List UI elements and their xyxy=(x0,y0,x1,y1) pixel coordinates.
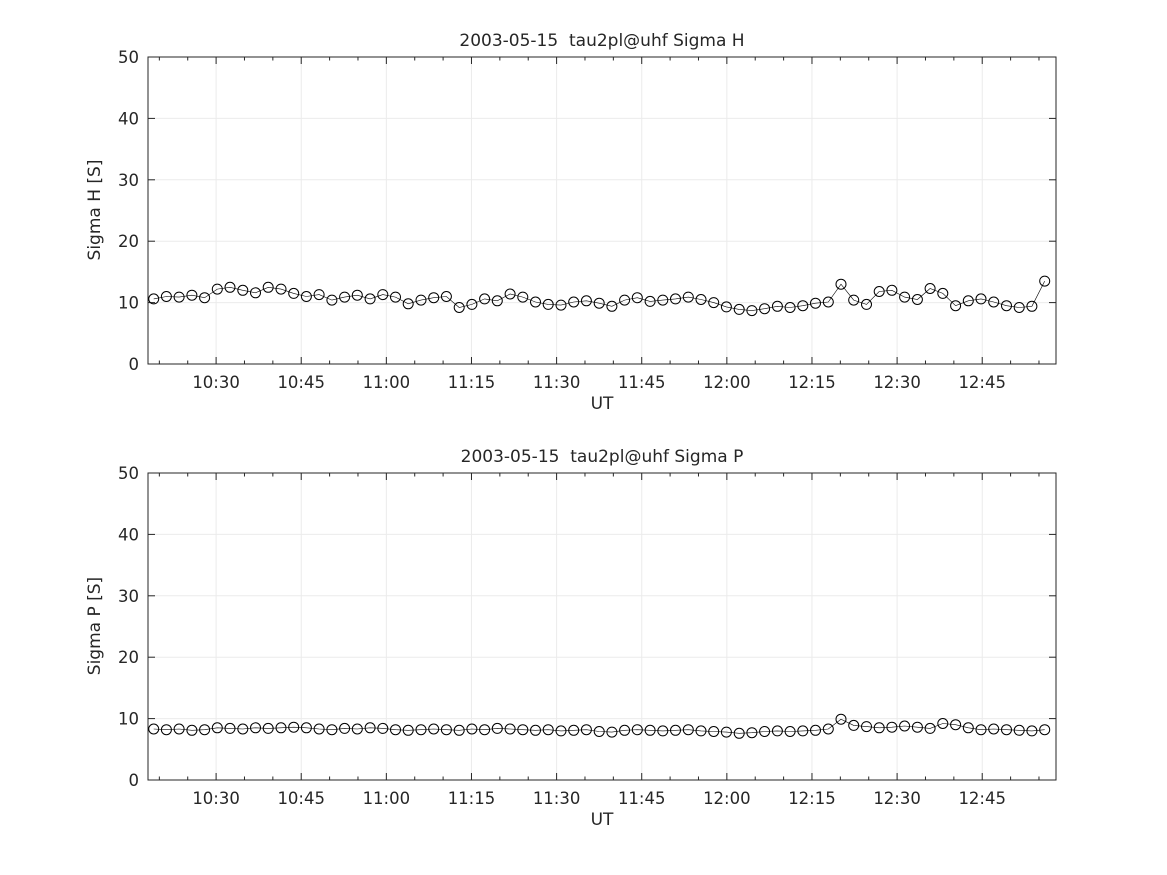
sigma-h-plot-data-markers xyxy=(148,275,1051,317)
sigma-h-plot-ticks xyxy=(148,56,1056,365)
sigma-p-xlabel: UT xyxy=(590,810,614,830)
svg-text:11:45: 11:45 xyxy=(618,789,666,808)
svg-text:12:15: 12:15 xyxy=(788,789,836,808)
svg-text:12:45: 12:45 xyxy=(958,789,1006,808)
svg-text:11:45: 11:45 xyxy=(618,373,666,392)
svg-text:10:45: 10:45 xyxy=(277,373,325,392)
svg-text:50: 50 xyxy=(118,48,139,67)
sigma-h-plot-tick-labels: 10:30 10:45 11:00 11:15 11:30 11:45 12:00 12:15… xyxy=(118,48,1006,392)
svg-text:11:15: 11:15 xyxy=(448,373,496,392)
sigma-p-plot-data-line xyxy=(153,718,1045,734)
svg-text:0: 0 xyxy=(129,771,140,790)
svg-text:50: 50 xyxy=(118,464,139,483)
svg-text:10:30: 10:30 xyxy=(192,789,240,808)
svg-text:20: 20 xyxy=(118,648,139,667)
sigma-h-xlabel: UT xyxy=(590,394,614,414)
svg-text:11:30: 11:30 xyxy=(533,789,581,808)
svg-text:12:15: 12:15 xyxy=(788,373,836,392)
sigma-p-plot: 10:30 10:45 11:00 11:15 11:30 11:45 12:00 12:15… xyxy=(118,464,1057,808)
svg-text:12:45: 12:45 xyxy=(958,373,1006,392)
svg-text:10: 10 xyxy=(118,294,139,313)
svg-text:0: 0 xyxy=(129,355,140,374)
sigma-p-plot-grid xyxy=(148,473,1056,780)
svg-text:30: 30 xyxy=(118,587,139,606)
svg-text:12:30: 12:30 xyxy=(873,789,921,808)
sigma-p-ylabel: Sigma P [S] xyxy=(85,576,105,676)
svg-text:12:30: 12:30 xyxy=(873,373,921,392)
svg-text:12:00: 12:00 xyxy=(703,789,751,808)
svg-text:40: 40 xyxy=(118,525,139,544)
svg-text:11:00: 11:00 xyxy=(363,789,411,808)
sigma-h-ylabel: Sigma H [S] xyxy=(85,159,105,261)
sigma-p-plot-data-markers xyxy=(148,713,1051,739)
svg-text:40: 40 xyxy=(118,109,139,128)
svg-text:11:15: 11:15 xyxy=(448,789,496,808)
sigma-p-plot-tick-labels: 10:30 10:45 11:00 11:15 11:30 11:45 12:00 12:15… xyxy=(118,464,1006,808)
sigma-h-plot-data-line xyxy=(153,280,1045,311)
svg-text:10:30: 10:30 xyxy=(192,373,240,392)
sigma-p-plot-axes-box xyxy=(147,472,1057,781)
svg-text:11:30: 11:30 xyxy=(533,373,581,392)
svg-text:11:00: 11:00 xyxy=(363,373,411,392)
svg-text:10:45: 10:45 xyxy=(277,789,325,808)
sigma-p-chart-title: 2003-05-15 tau2pl@uhf Sigma P xyxy=(460,447,744,467)
sigma-p-plot-ticks xyxy=(148,472,1056,781)
sigma-h-plot: 10:30 10:45 11:00 11:15 11:30 11:45 12:00 12:15… xyxy=(118,48,1057,392)
sigma-h-chart-title: 2003-05-15 tau2pl@uhf Sigma H xyxy=(459,31,745,51)
sigma-h-plot-axes-box xyxy=(147,56,1057,365)
sigma-h-plot-grid xyxy=(148,57,1056,364)
svg-text:20: 20 xyxy=(118,232,139,251)
svg-text:30: 30 xyxy=(118,171,139,190)
svg-text:12:00: 12:00 xyxy=(703,373,751,392)
svg-text:10: 10 xyxy=(118,710,139,729)
